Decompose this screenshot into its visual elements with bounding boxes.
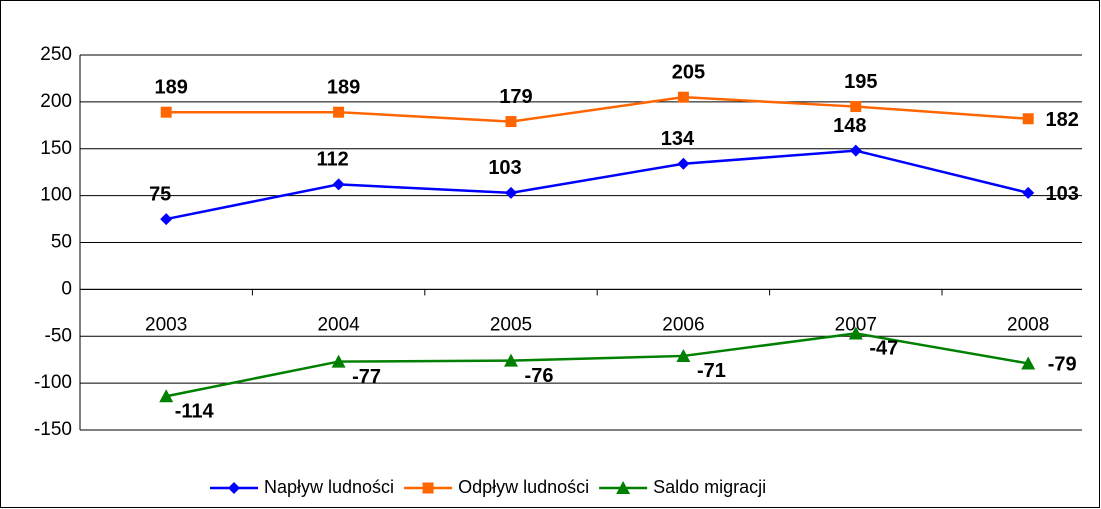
data-label: -47 (869, 338, 898, 360)
data-point (331, 354, 346, 368)
data-point (677, 157, 690, 170)
x-tick-label: 2008 (1007, 314, 1049, 335)
data-label: -71 (697, 360, 726, 382)
data-point (849, 144, 862, 157)
data-label: -114 (175, 401, 215, 423)
data-point (160, 213, 173, 226)
data-label: 134 (661, 128, 695, 150)
x-tick-label: 2004 (317, 314, 360, 335)
data-label: -77 (352, 366, 381, 388)
legend-label: Napływ ludności (264, 477, 394, 497)
legend-label: Saldo migracji (653, 477, 766, 497)
data-point (160, 106, 172, 118)
y-tick-label: -100 (34, 372, 72, 393)
data-label: -79 (1048, 354, 1077, 376)
data-label: 103 (1046, 183, 1079, 205)
legend-marker (228, 482, 240, 494)
data-label: 148 (833, 115, 866, 137)
data-point (505, 186, 517, 199)
data-point (504, 353, 518, 367)
data-label: 179 (499, 86, 532, 108)
y-tick-label: 150 (40, 138, 72, 159)
x-tick-label: 2005 (490, 314, 532, 335)
data-label: 75 (149, 183, 171, 205)
data-label: 205 (672, 61, 705, 83)
data-label: 112 (316, 149, 348, 171)
y-tick-label: -150 (34, 419, 72, 440)
data-label: 195 (844, 71, 877, 93)
y-tick-label: 250 (40, 44, 72, 65)
data-point (848, 326, 863, 340)
data-point (159, 389, 174, 403)
data-point (850, 101, 862, 113)
data-point (505, 116, 517, 128)
series-line (165, 149, 1029, 221)
data-point (676, 348, 691, 362)
data-label: 182 (1046, 109, 1079, 131)
series-line (165, 332, 1029, 398)
data-label: 189 (327, 76, 360, 98)
x-tick-label: 2003 (145, 314, 187, 335)
data-label: 103 (488, 157, 521, 179)
data-label: -76 (525, 365, 554, 387)
y-tick-label: 50 (51, 232, 72, 253)
legend-marker (422, 482, 434, 494)
data-point (333, 106, 345, 118)
x-tick-label: 2007 (835, 314, 877, 335)
y-tick-label: 100 (40, 185, 72, 206)
y-tick-label: -50 (45, 325, 72, 346)
x-tick-label: 2006 (662, 314, 704, 335)
legend-marker (616, 481, 631, 494)
data-point (1022, 113, 1034, 125)
y-tick-label: 200 (40, 91, 72, 112)
legend-label: Odpływ ludności (458, 477, 589, 497)
y-tick-label: 0 (61, 278, 72, 299)
data-point (1021, 356, 1036, 370)
data-point (677, 91, 689, 103)
series-line (166, 95, 1029, 123)
data-point (1022, 186, 1035, 199)
data-point (332, 178, 345, 191)
data-label: 189 (155, 76, 188, 98)
